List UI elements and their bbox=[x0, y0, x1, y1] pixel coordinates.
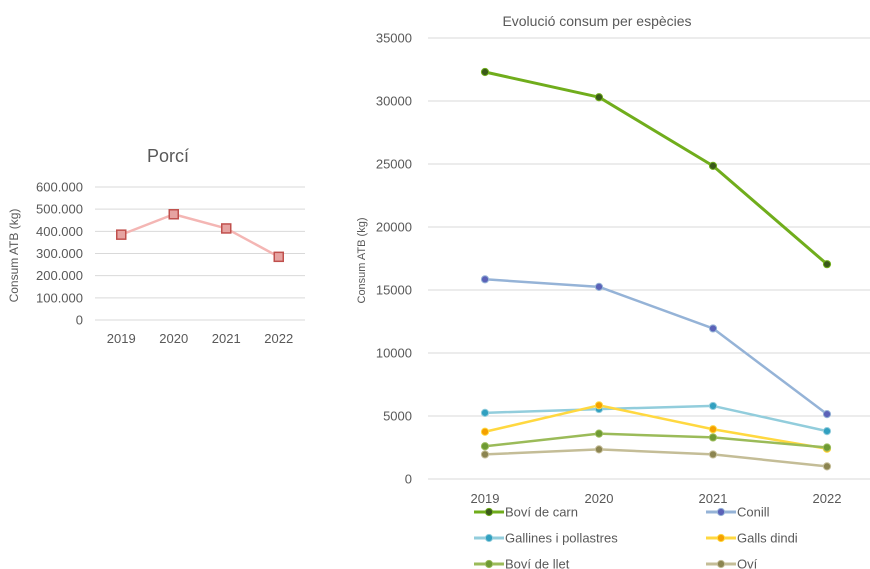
species-data-point bbox=[708, 324, 718, 333]
porci-chart: Porcí 0 100.000 200.000 300.000 400.000 500.00… bbox=[7, 146, 305, 346]
legend-swatch-marker bbox=[484, 507, 494, 517]
species-data-point bbox=[480, 275, 490, 284]
species-y-tick-label: 30000 bbox=[376, 94, 412, 109]
species-chart-title: Evolució consum per espècies bbox=[502, 13, 691, 29]
species-data-point bbox=[594, 93, 604, 102]
legend-entry-label: Boví de carn bbox=[505, 505, 578, 520]
porci-data-point bbox=[221, 223, 232, 234]
species-data-point bbox=[708, 433, 718, 442]
porci-y-tick-label: 500.000 bbox=[36, 202, 83, 217]
species-series-line bbox=[484, 432, 828, 449]
species-data-point bbox=[480, 67, 490, 77]
porci-y-tick-label: 200.000 bbox=[36, 268, 83, 283]
species-data-point bbox=[822, 462, 832, 471]
porci-x-tick-label: 2019 bbox=[107, 331, 136, 346]
porci-series-line bbox=[120, 213, 280, 258]
porci-y-axis-label: Consum ATB (kg) bbox=[7, 209, 21, 303]
porci-x-tick-label: 2021 bbox=[212, 331, 241, 346]
species-data-point bbox=[708, 161, 718, 170]
species-y-tick-label: 35000 bbox=[376, 31, 412, 46]
legend-entry-label: Conill bbox=[737, 505, 770, 520]
species-y-tick-label: 10000 bbox=[376, 346, 412, 361]
legend-swatch-marker bbox=[484, 559, 494, 569]
species-data-point bbox=[822, 427, 832, 436]
species-series-line bbox=[484, 278, 828, 416]
legend-entry-label: Gallines i pollastres bbox=[505, 531, 618, 546]
species-data-point bbox=[594, 445, 604, 454]
porci-y-tick-label: 0 bbox=[76, 313, 83, 328]
species-series-line bbox=[484, 404, 828, 450]
species-series-line bbox=[484, 70, 828, 266]
species-y-tick-label: 25000 bbox=[376, 157, 412, 172]
species-data-point bbox=[822, 260, 832, 269]
legend-entry-label: Boví de llet bbox=[505, 557, 570, 569]
legend-entry-label: Oví bbox=[737, 557, 758, 569]
porci-y-tick-label: 400.000 bbox=[36, 224, 83, 239]
porci-y-tick-label: 100.000 bbox=[36, 290, 83, 305]
species-x-tick-label: 2021 bbox=[699, 491, 728, 506]
species-series-line bbox=[484, 448, 828, 468]
species-data-point bbox=[480, 427, 490, 436]
species-y-axis-label: Consum ATB (kg) bbox=[356, 218, 368, 304]
species-data-point bbox=[708, 401, 718, 411]
legend-swatch-marker bbox=[484, 533, 494, 543]
species-y-tick-label: 15000 bbox=[376, 283, 412, 298]
species-data-point bbox=[480, 408, 490, 417]
legend-swatch-marker bbox=[716, 533, 726, 543]
legend-entry-label: Galls dindi bbox=[737, 531, 798, 546]
porci-chart-title: Porcí bbox=[147, 146, 189, 166]
species-x-tick-label: 2020 bbox=[585, 491, 614, 506]
species-data-point bbox=[480, 450, 490, 459]
porci-data-point bbox=[273, 251, 284, 263]
species-data-point bbox=[480, 442, 490, 451]
species-data-point bbox=[594, 401, 604, 410]
porci-data-point bbox=[116, 229, 127, 240]
species-x-tick-label: 2022 bbox=[813, 491, 842, 506]
species-y-tick-label: 5000 bbox=[383, 409, 412, 424]
species-data-point bbox=[708, 425, 718, 434]
species-x-tick-label: 2019 bbox=[471, 491, 500, 506]
species-y-tick-label: 0 bbox=[405, 472, 412, 487]
porci-data-point bbox=[168, 209, 179, 220]
porci-y-tick-label: 300.000 bbox=[36, 246, 83, 261]
species-series-line bbox=[484, 404, 828, 433]
species-data-point bbox=[594, 429, 604, 438]
porci-x-tick-label: 2022 bbox=[264, 331, 293, 346]
species-data-point bbox=[708, 450, 718, 459]
species-chart: Evolució consum per espècies 0 5000 10000 15… bbox=[356, 13, 870, 569]
species-data-point bbox=[594, 282, 604, 291]
legend-swatch-marker bbox=[716, 559, 726, 569]
species-data-point bbox=[822, 443, 832, 452]
species-y-tick-label: 20000 bbox=[376, 220, 412, 235]
porci-x-tick-label: 2020 bbox=[159, 331, 188, 346]
legend-swatch-marker bbox=[716, 507, 726, 517]
porci-y-tick-label: 600.000 bbox=[36, 180, 83, 195]
species-data-point bbox=[822, 410, 832, 419]
